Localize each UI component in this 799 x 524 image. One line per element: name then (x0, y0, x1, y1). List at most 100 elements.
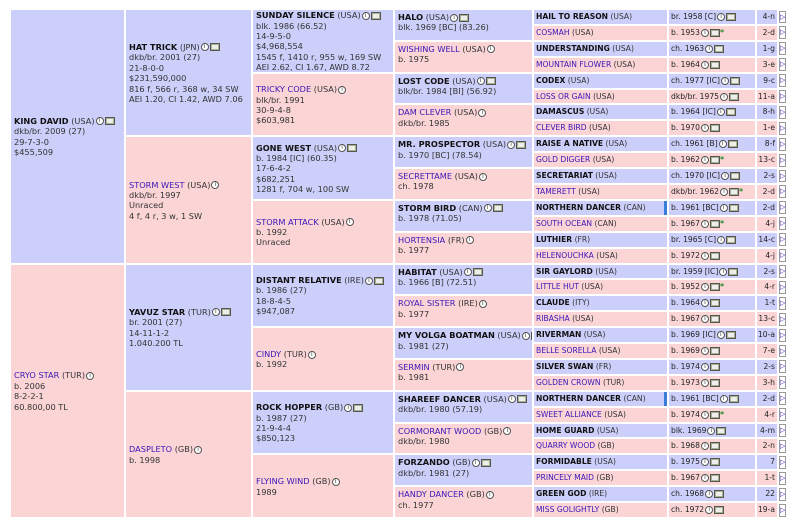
expand-arrow-icon[interactable]: ▷ (779, 376, 786, 390)
horse-photo-icon[interactable] (480, 458, 491, 467)
horse-name-link[interactable]: SHAREEF DANCER (398, 393, 481, 404)
gen5-info-icon[interactable]: i (719, 267, 728, 276)
horse-info-icon[interactable]: i (478, 299, 487, 308)
expand-arrow-icon[interactable]: ▷ (779, 280, 786, 294)
horse-photo-icon[interactable] (472, 268, 483, 276)
gen5-photo-icon[interactable] (729, 187, 739, 196)
expand-arrow-icon[interactable]: ▷ (779, 105, 786, 119)
gen5-info-icon[interactable]: i (700, 347, 709, 356)
gen5-info-icon[interactable]: i (700, 219, 709, 228)
expand-arrow-icon[interactable]: ▷ (779, 201, 786, 215)
gen5-info-icon[interactable]: i (716, 331, 725, 340)
horse-name-link[interactable]: BELLE SORELLA (536, 346, 597, 356)
gen5-info-icon[interactable]: i (705, 506, 714, 515)
horse-info-icon[interactable]: i (307, 350, 316, 359)
gen5-photo-icon[interactable] (709, 474, 720, 483)
horse-name-link[interactable]: DAMASCUS (536, 107, 585, 117)
gen5-photo-icon[interactable] (728, 267, 739, 276)
horse-name-link[interactable]: SILVER SWAN (536, 361, 594, 371)
horse-name-link[interactable]: FORZANDO (398, 457, 450, 468)
horse-info-icon[interactable]: i (345, 218, 354, 227)
horse-name-link[interactable]: HELENOUCHKA (536, 250, 594, 260)
gen5-photo-icon[interactable] (709, 410, 720, 419)
gen5-photo-icon[interactable] (728, 203, 739, 212)
gen5-photo-icon[interactable] (709, 156, 720, 165)
horse-name-link[interactable]: STORM WEST (129, 179, 185, 190)
horse-name-link[interactable]: NORTHERN DANCER (536, 202, 622, 212)
expand-arrow-icon[interactable]: ▷ (779, 185, 786, 199)
expand-arrow-icon[interactable]: ▷ (779, 58, 786, 72)
gen5-photo-icon[interactable] (709, 299, 720, 308)
gen5-info-icon[interactable]: i (700, 474, 709, 483)
gen5-info-icon[interactable]: i (705, 490, 714, 499)
horse-info-icon[interactable]: i (95, 117, 104, 126)
gen5-photo-icon[interactable] (709, 458, 720, 467)
gen5-photo-icon[interactable] (714, 506, 725, 515)
horse-name-link[interactable]: CORMORANT WOOD (398, 425, 482, 436)
horse-photo-icon[interactable] (459, 13, 470, 22)
horse-photo-icon[interactable] (370, 11, 381, 20)
horse-photo-icon[interactable] (353, 403, 364, 412)
horse-info-icon[interactable]: i (503, 427, 512, 436)
expand-arrow-icon[interactable]: ▷ (779, 360, 786, 374)
expand-arrow-icon[interactable]: ▷ (779, 424, 786, 437)
expand-arrow-icon[interactable]: ▷ (779, 439, 786, 453)
horse-name-link[interactable]: WISHING WELL (398, 43, 460, 54)
horse-photo-icon[interactable] (485, 77, 496, 86)
gen5-photo-icon[interactable] (725, 331, 736, 340)
horse-name-link[interactable]: MR. PROSPECTOR (398, 139, 481, 150)
horse-info-icon[interactable]: i (338, 144, 347, 153)
expand-arrow-icon[interactable]: ▷ (779, 74, 786, 88)
gen5-info-icon[interactable]: i (700, 299, 709, 308)
gen5-info-icon[interactable]: i (717, 13, 726, 21)
horse-info-icon[interactable]: i (463, 268, 472, 276)
gen5-info-icon[interactable]: i (721, 172, 730, 181)
horse-name-link[interactable]: SWEET ALLIANCE (536, 409, 602, 419)
horse-photo-icon[interactable] (492, 204, 503, 213)
expand-arrow-icon[interactable]: ▷ (779, 169, 786, 183)
gen5-photo-icon[interactable] (709, 378, 720, 387)
horse-name-link[interactable]: GREEN GOD (536, 489, 587, 499)
horse-info-icon[interactable]: i (211, 308, 220, 317)
expand-arrow-icon[interactable]: ▷ (779, 392, 786, 406)
horse-name-link[interactable]: RIVERMAN (536, 330, 582, 340)
gen5-photo-icon[interactable] (709, 442, 720, 451)
horse-info-icon[interactable]: i (344, 403, 353, 412)
horse-name-link[interactable]: MOUNTAIN FLOWER (536, 59, 612, 69)
gen5-info-icon[interactable]: i (718, 140, 727, 149)
gen5-info-icon[interactable]: i (719, 203, 728, 212)
horse-info-icon[interactable]: i (450, 13, 459, 22)
horse-name-link[interactable]: SIR GAYLORD (536, 266, 593, 276)
expand-arrow-icon[interactable]: ▷ (779, 408, 786, 422)
gen5-info-icon[interactable]: i (707, 426, 716, 435)
horse-photo-icon[interactable] (373, 276, 384, 285)
horse-name-link[interactable]: FORMIDABLE (536, 457, 592, 467)
horse-name-link[interactable]: GOLD DIGGER (536, 155, 591, 165)
gen5-photo-icon[interactable] (709, 60, 720, 69)
horse-info-icon[interactable]: i (465, 236, 474, 245)
expand-arrow-icon[interactable]: ▷ (779, 471, 786, 485)
horse-name-link[interactable]: PRINCELY MAID (536, 473, 594, 483)
horse-name-link[interactable]: LUTHIER (536, 234, 573, 244)
horse-info-icon[interactable]: i (331, 477, 340, 486)
gen5-info-icon[interactable]: i (700, 315, 709, 324)
horse-info-icon[interactable]: i (338, 85, 347, 94)
horse-photo-icon[interactable] (530, 331, 532, 340)
horse-info-icon[interactable]: i (361, 11, 370, 20)
horse-info-icon[interactable]: i (476, 77, 485, 86)
horse-info-icon[interactable]: i (483, 204, 492, 213)
expand-arrow-icon[interactable]: ▷ (779, 26, 786, 40)
expand-arrow-icon[interactable]: ▷ (779, 455, 786, 469)
horse-photo-icon[interactable] (347, 144, 358, 153)
expand-arrow-icon[interactable]: ▷ (779, 487, 786, 501)
horse-name-link[interactable]: HANDY DANCER (398, 489, 464, 500)
horse-name-link[interactable]: SUNDAY SILENCE (256, 10, 335, 21)
expand-arrow-icon[interactable]: ▷ (779, 42, 786, 56)
horse-name-link[interactable]: LOSS OR GAIN (536, 91, 591, 101)
horse-name-link[interactable]: CLEVER BIRD (536, 123, 587, 133)
gen5-info-icon[interactable]: i (700, 283, 709, 292)
horse-info-icon[interactable]: i (194, 445, 203, 454)
horse-name-link[interactable]: LOST CODE (398, 75, 450, 86)
gen5-photo-icon[interactable] (709, 362, 720, 371)
expand-arrow-icon[interactable]: ▷ (779, 328, 786, 342)
